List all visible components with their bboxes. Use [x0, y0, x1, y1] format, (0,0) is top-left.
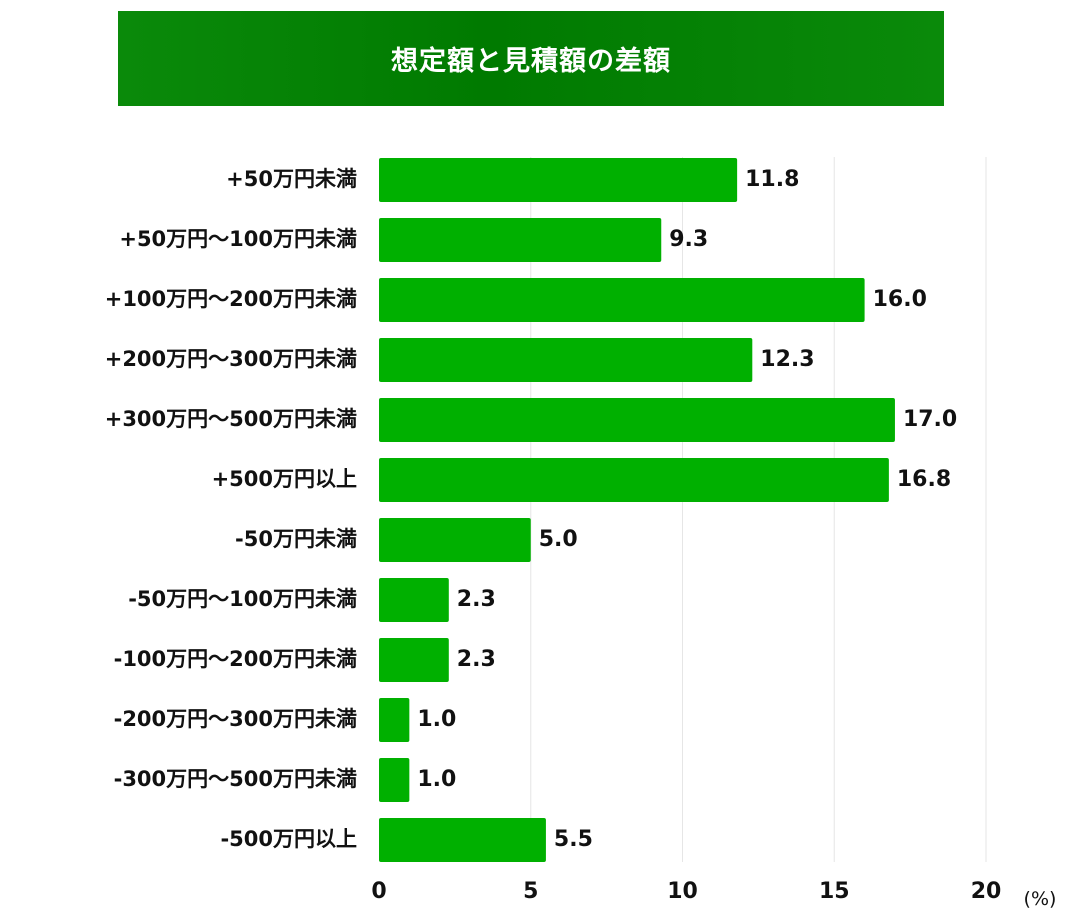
bar-0: [379, 158, 738, 202]
category-label-4: +300万円〜500万円未満: [105, 407, 357, 431]
bar-7: [379, 578, 449, 622]
x-tick-label-10: 10: [667, 879, 698, 904]
value-label-0: 11.8: [745, 167, 799, 192]
category-label-10: -300万円〜500万円未満: [114, 767, 357, 791]
value-label-10: 1.0: [417, 767, 456, 792]
value-label-8: 2.3: [457, 647, 496, 672]
category-label-3: +200万円〜300万円未満: [105, 347, 357, 371]
chart-title-banner: 想定額と見積額の差額: [118, 11, 944, 106]
bar-4: [379, 398, 895, 442]
x-tick-label-5: 5: [523, 879, 538, 904]
chart-title: 想定額と見積額の差額: [391, 46, 671, 77]
bar-5: [379, 458, 889, 502]
value-label-5: 16.8: [897, 467, 951, 492]
bar-3: [379, 338, 753, 382]
bar-11: [379, 818, 546, 862]
category-label-0: +50万円未満: [226, 167, 357, 191]
category-label-2: +100万円〜200万円未満: [105, 287, 357, 311]
bar-1: [379, 218, 662, 262]
x-tick-label-20: 20: [971, 879, 1002, 904]
bar-9: [379, 698, 410, 742]
category-label-1: +50万円〜100万円未満: [119, 227, 357, 251]
unit-label: (%): [1024, 888, 1057, 910]
category-label-9: -200万円〜300万円未満: [114, 707, 357, 731]
bar-8: [379, 638, 449, 682]
bar-2: [379, 278, 865, 322]
category-label-5: +500万円以上: [212, 467, 357, 491]
value-label-6: 5.0: [539, 527, 578, 552]
category-label-7: -50万円〜100万円未満: [128, 587, 357, 611]
category-label-6: -50万円未満: [235, 527, 357, 551]
category-label-8: -100万円〜200万円未満: [114, 647, 357, 671]
value-label-7: 2.3: [457, 587, 496, 612]
x-tick-label-0: 0: [371, 879, 386, 904]
category-label-11: -500万円以上: [220, 827, 357, 851]
bar-6: [379, 518, 531, 562]
value-label-9: 1.0: [417, 707, 456, 732]
value-label-1: 9.3: [669, 227, 708, 252]
value-label-3: 12.3: [760, 347, 814, 372]
x-tick-label-15: 15: [819, 879, 850, 904]
bar-10: [379, 758, 410, 802]
value-label-11: 5.5: [554, 827, 593, 852]
value-label-4: 17.0: [903, 407, 957, 432]
value-label-2: 16.0: [873, 287, 927, 312]
